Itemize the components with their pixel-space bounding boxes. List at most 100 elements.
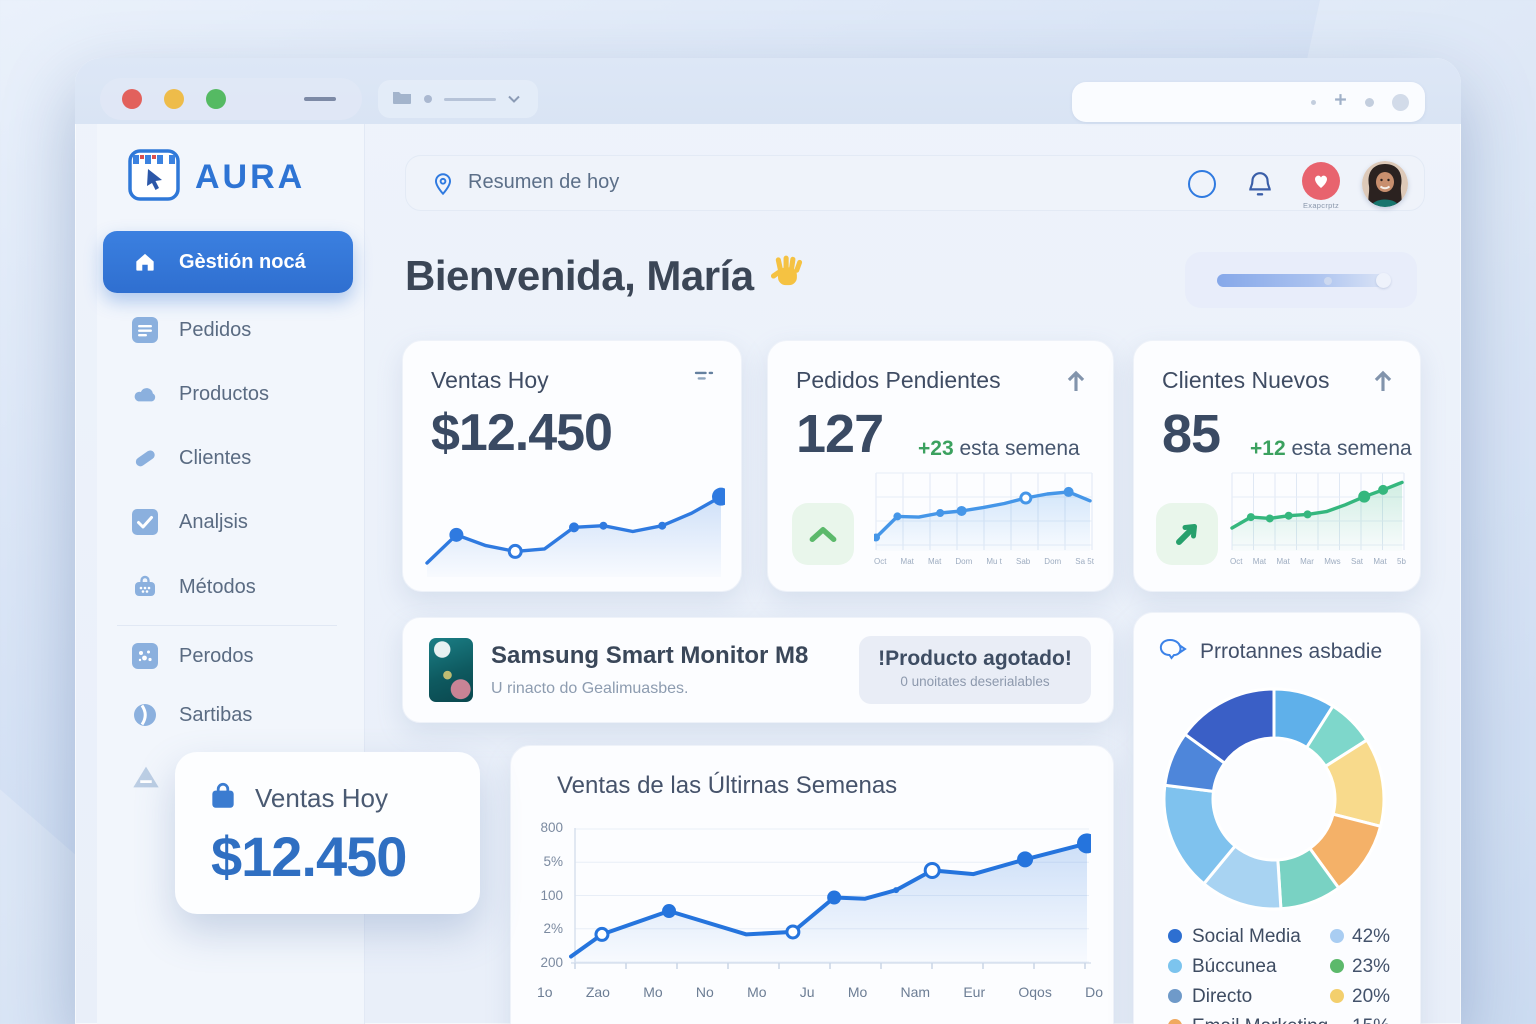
filter-icon[interactable] (693, 369, 715, 391)
x-tick-label: Ju (799, 984, 815, 1000)
x-tick-label: Mat (1373, 557, 1387, 566)
x-tick-label: Dom (955, 557, 973, 566)
tab-dot-icon (424, 95, 432, 103)
methods-icon (131, 573, 159, 601)
arrow-up-icon[interactable] (1065, 369, 1087, 391)
folder-icon (392, 89, 412, 110)
x-tick-label: Dom (1044, 557, 1062, 566)
progress-slider[interactable] (1185, 252, 1417, 308)
x-tick-label: Sat (1351, 557, 1364, 566)
sidebar-item-sartibas[interactable]: Sartibas (103, 691, 353, 739)
channels-donut-card: Prrotannes asbadie Social Media 42% Búccun… (1133, 612, 1421, 1024)
main-chart-x-labels: 1o Zao Mo No Mo Ju Mo Nam Eur Oqos Do (537, 984, 1103, 1000)
trend-up-chevron-icon (792, 503, 854, 565)
legend-item-email-marketing[interactable]: Email Marketing 15% (1134, 1011, 1420, 1024)
notifications-bell-icon[interactable] (1246, 169, 1274, 199)
url-dot-icon (1365, 97, 1374, 107)
x-tick-label: Mws (1324, 557, 1341, 566)
legend-pct-dot-icon (1330, 929, 1344, 943)
home-icon (131, 248, 159, 276)
browser-tab[interactable] (378, 80, 538, 118)
sidebar-item-label: Gèstión nocá (179, 250, 306, 273)
app-logo[interactable]: AURA (127, 148, 305, 207)
progress-end-dot (1376, 273, 1391, 288)
legend-percentage: 23% (1352, 956, 1391, 977)
wave-emoji (768, 254, 808, 299)
stat-delta: +12 esta semena (1250, 437, 1412, 461)
y-tick-label: 5% (543, 853, 563, 869)
browser-menu-icon[interactable] (1392, 93, 1409, 111)
floating-card-value: $12.450 (211, 825, 407, 888)
legend-percentage: 15% (1352, 1016, 1390, 1024)
alert-badge-icon[interactable] (1302, 162, 1340, 200)
trend-arrow-icon (1156, 503, 1218, 565)
legend-item-bu-ccunea[interactable]: Búccunea 23% (1134, 951, 1420, 981)
legend-item-directo[interactable]: Directo 20% (1134, 981, 1420, 1011)
sidebar-item-pedidos[interactable]: Pedidos (103, 306, 353, 354)
arrow-up-icon[interactable] (1372, 369, 1394, 391)
sidebar-item-label: Métodos (179, 575, 256, 598)
delta-suffix: esta semena (953, 437, 1080, 460)
x-tick-label: Oct (1230, 557, 1243, 566)
new-tab-plus-icon[interactable] (1334, 93, 1347, 111)
x-tick-label: Nam (900, 984, 931, 1000)
search-bar[interactable]: Resumen de hoy Exapcrptz (405, 155, 1425, 211)
product-alert-row[interactable]: Samsung Smart Monitor M8 U rinacto do Ge… (402, 617, 1114, 723)
x-tick-label: 1o (537, 984, 553, 1000)
minimize-icon[interactable] (304, 97, 336, 101)
minimize-button[interactable] (164, 89, 184, 109)
x-tick-label: Mat (927, 557, 942, 566)
x-tick-label: Mo (643, 984, 663, 1000)
chevron-down-icon[interactable] (508, 90, 520, 108)
x-tick-label: Mo (847, 984, 868, 1000)
sidebar-item-perodos[interactable]: Perodos (103, 632, 353, 680)
stat-delta: +23 esta semena (918, 437, 1080, 461)
sidebar-divider (117, 625, 337, 626)
legend-dot-icon (1168, 989, 1182, 1003)
stat-value: 127 (796, 404, 884, 464)
stat-card-pedidos-pendientes: Pedidos Pendientes 127 +23 esta semena O… (767, 340, 1114, 592)
legend-label: Email Marketing (1192, 1016, 1328, 1024)
stat-value: 85 (1162, 404, 1221, 464)
legend-item-social-media[interactable]: Social Media 42% (1134, 921, 1420, 951)
x-tick-label: Mu t (986, 557, 1002, 566)
sidebar-item-clientes[interactable]: Clientes (103, 434, 353, 482)
sidebar-item-me-todos[interactable]: Métodos (103, 563, 353, 611)
legend-label: Social Media (1192, 926, 1301, 947)
search-input[interactable]: Resumen de hoy (468, 171, 620, 193)
y-tick-label: 100 (540, 887, 563, 903)
progress-knob[interactable] (1324, 276, 1333, 285)
sidebar-item-label: Perodos (179, 644, 254, 667)
stat-card-ventas-hoy: Ventas Hoy $12.450 (402, 340, 742, 592)
x-tick-label: Mat (900, 557, 914, 566)
status-ring-icon[interactable] (1188, 170, 1216, 198)
stat-title: Pedidos Pendientes (796, 367, 1001, 393)
legend-dot-icon (1168, 1019, 1182, 1024)
sidebar-item-productos[interactable]: Productos (103, 370, 353, 418)
user-avatar[interactable] (1362, 161, 1408, 207)
x-tick-label: Mat (1276, 557, 1290, 566)
x-tick-label: Zao (585, 984, 610, 1000)
ventas-sparkline-chart (425, 487, 725, 577)
sidebar-item-analjsis[interactable]: Analjsis (103, 498, 353, 546)
x-tick-label: Oct (874, 557, 887, 566)
x-tick-label: 5b (1397, 557, 1406, 566)
clientes-mini-chart-x-labels: Oct Mat Mat Mar Mws Sat Mat 5b (1230, 557, 1406, 566)
url-bar[interactable] (1072, 82, 1425, 122)
sidebar-item-ge-stio-n-noca[interactable]: Gèstión nocá (103, 231, 353, 293)
sidebar-item-label: Sartibas (179, 703, 253, 726)
page-title: Bienvenida, María (405, 252, 754, 299)
sidebar-item-label: Productos (179, 382, 270, 405)
stock-status-title: !Producto agotado! (878, 647, 1072, 670)
legend-dot-icon (1168, 959, 1182, 973)
clientes-mini-chart (1230, 472, 1405, 551)
legend-label: Directo (1192, 986, 1253, 1007)
x-tick-label: Mat (1252, 557, 1267, 566)
x-tick-label: Oqos (1018, 984, 1052, 1000)
maximize-button[interactable] (206, 89, 226, 109)
analysis-icon (131, 508, 159, 536)
clients-icon (131, 444, 159, 472)
x-tick-label: Mo (747, 984, 767, 1000)
sidebar-item-label: Pedidos (179, 318, 252, 341)
close-button[interactable] (122, 89, 142, 109)
